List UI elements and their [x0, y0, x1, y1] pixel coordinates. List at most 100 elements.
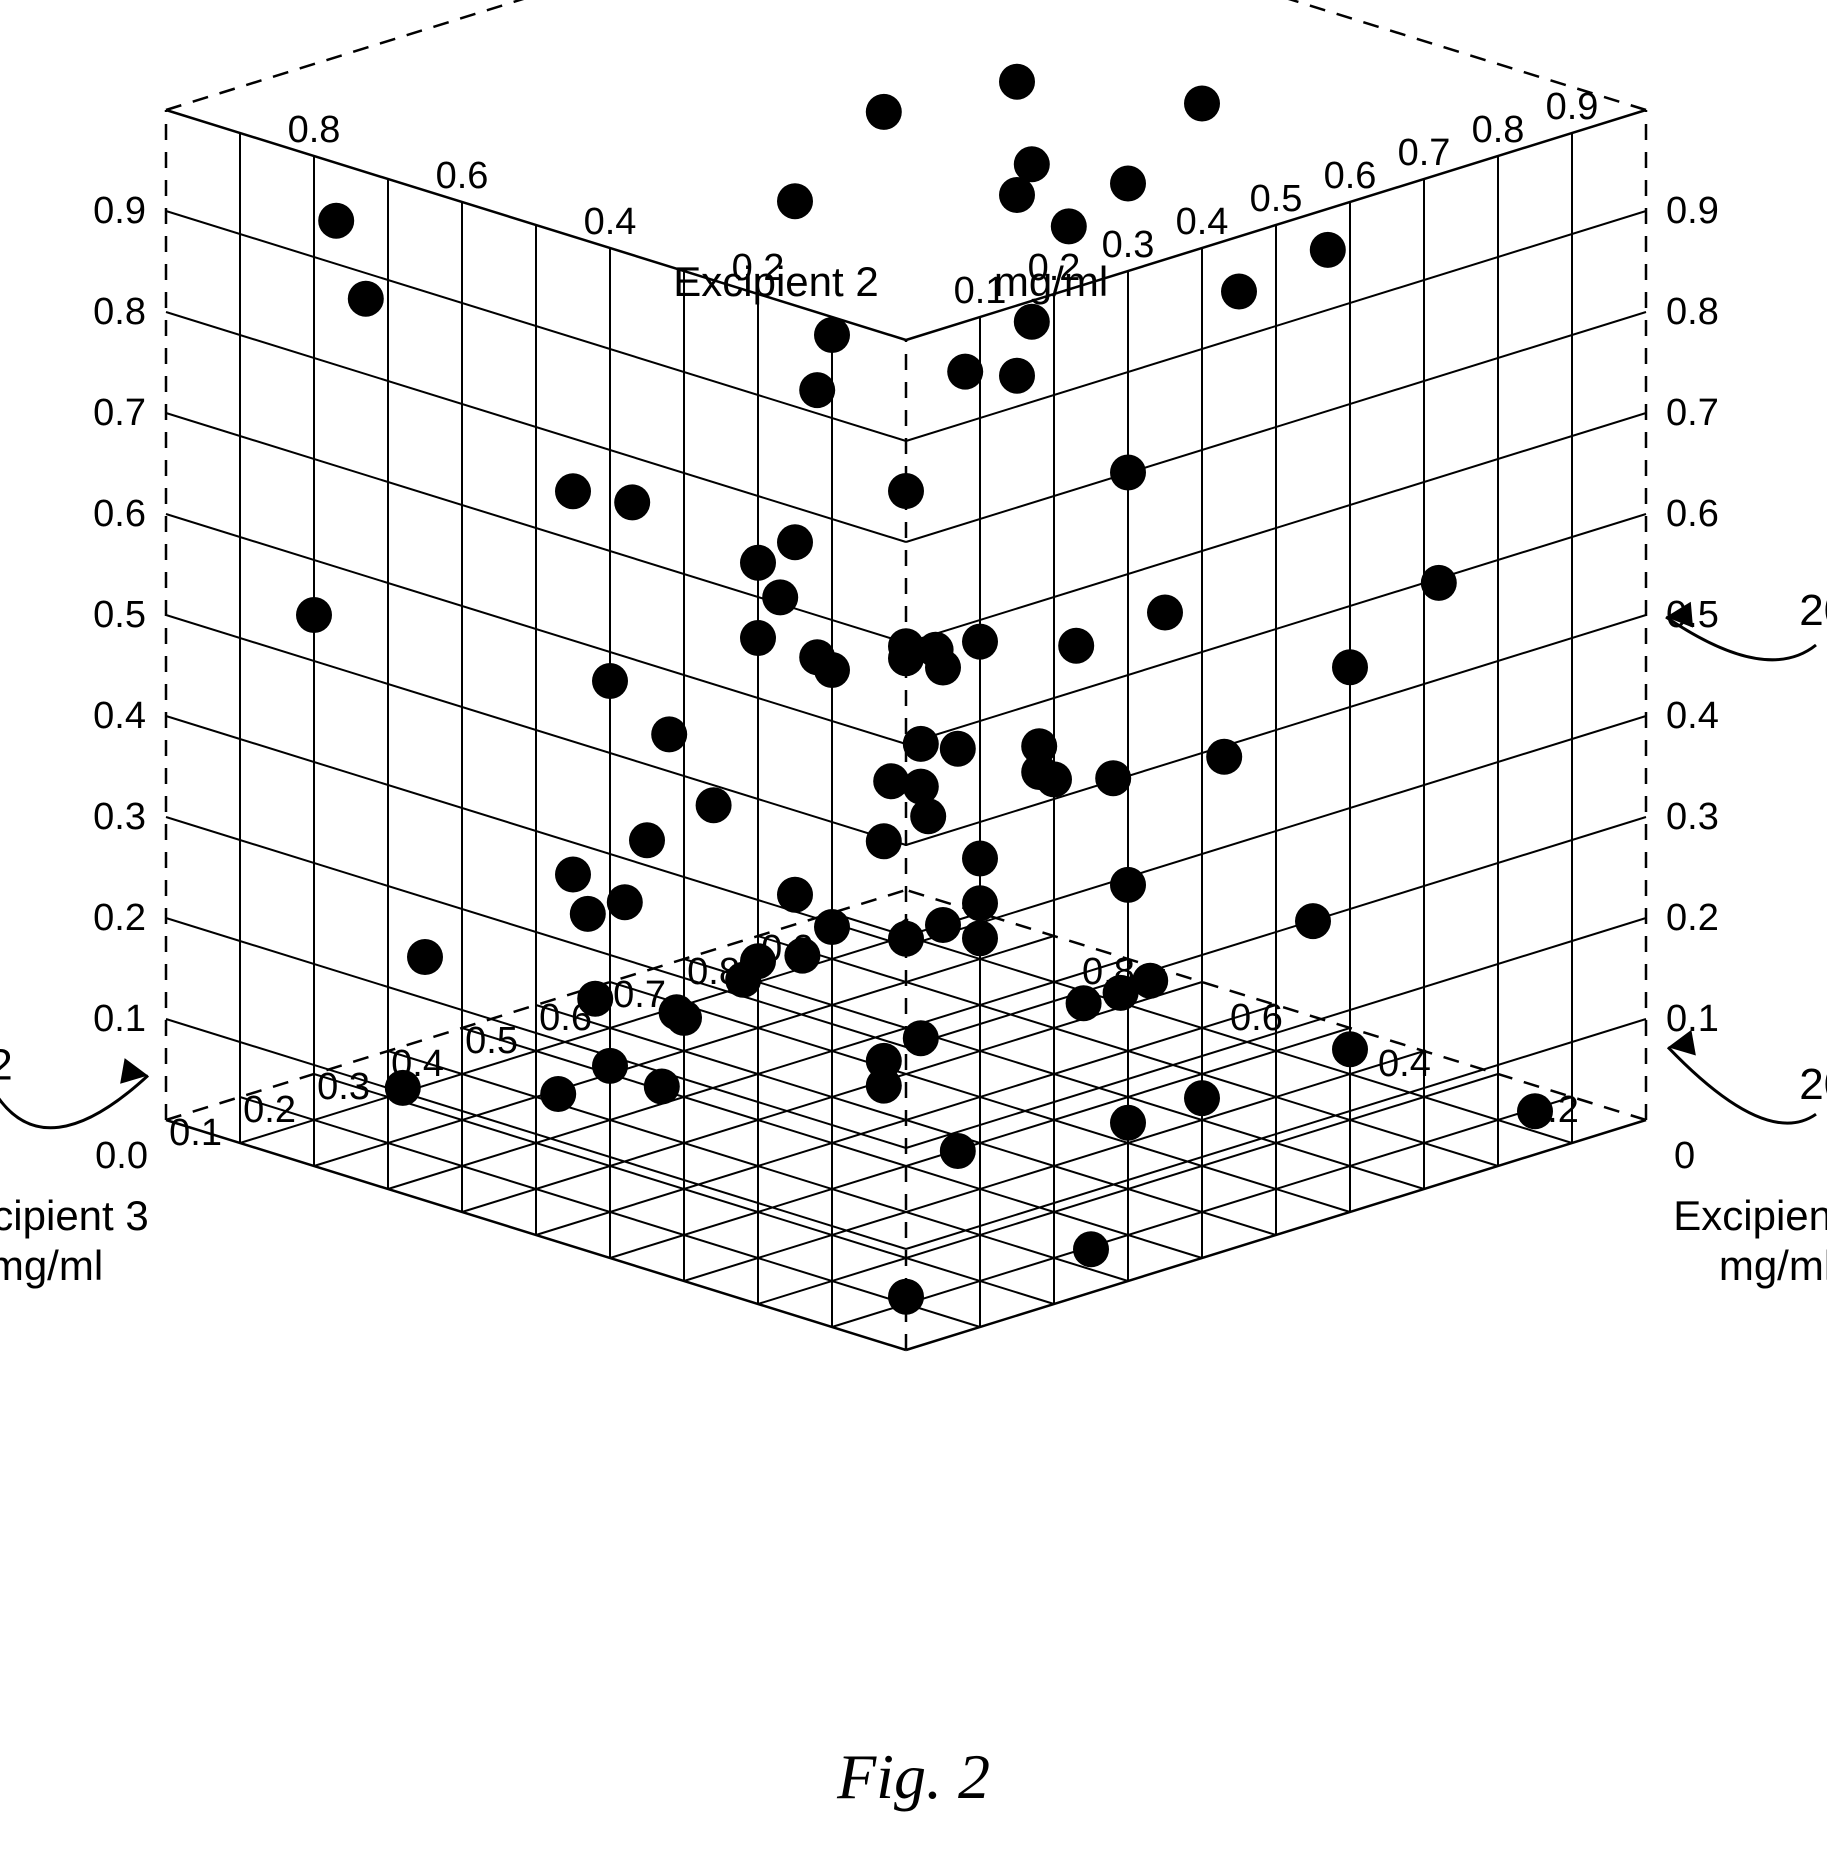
data-point [910, 798, 946, 834]
svg-text:0.5: 0.5 [93, 594, 146, 636]
svg-text:0.3: 0.3 [317, 1066, 370, 1108]
data-point [866, 1068, 902, 1104]
data-point [999, 64, 1035, 100]
data-point [1206, 739, 1242, 775]
data-point [962, 841, 998, 877]
svg-text:0.7: 0.7 [93, 392, 146, 434]
svg-text:0.8: 0.8 [1666, 291, 1719, 333]
data-point [1310, 232, 1346, 268]
data-point [814, 317, 850, 353]
data-point [814, 652, 850, 688]
data-point [1110, 455, 1146, 491]
data-point [1110, 166, 1146, 202]
data-point [740, 943, 776, 979]
data-point [592, 663, 628, 699]
data-point [592, 1048, 628, 1084]
data-point [1184, 86, 1220, 122]
svg-text:0.6: 0.6 [1666, 493, 1719, 535]
data-point [925, 907, 961, 943]
data-point [1421, 565, 1457, 601]
svg-text:0.1: 0.1 [169, 1112, 222, 1154]
data-point [999, 358, 1035, 394]
svg-text:203: 203 [1799, 1060, 1827, 1109]
data-point [1014, 304, 1050, 340]
data-point [777, 877, 813, 913]
data-point [1110, 1105, 1146, 1141]
svg-text:mg/ml: mg/ml [994, 258, 1108, 305]
svg-text:0.7: 0.7 [613, 974, 666, 1016]
data-point [644, 1069, 680, 1105]
data-point [888, 1279, 924, 1315]
data-point [1295, 903, 1331, 939]
figure-container: 0.10.20.30.40.50.60.70.80.90.10.20.30.40… [0, 0, 1827, 1873]
data-point [296, 597, 332, 633]
svg-text:202: 202 [0, 1041, 13, 1090]
data-point [1221, 274, 1257, 310]
data-point [903, 726, 939, 762]
svg-text:0.4: 0.4 [1176, 201, 1229, 243]
svg-text:0.4: 0.4 [1378, 1043, 1431, 1085]
svg-text:0.4: 0.4 [1666, 695, 1719, 737]
data-point [1058, 628, 1094, 664]
svg-text:0.4: 0.4 [93, 695, 146, 737]
svg-text:0.6: 0.6 [436, 155, 489, 197]
svg-text:0.1: 0.1 [93, 998, 146, 1040]
data-point [1095, 760, 1131, 796]
svg-text:0.2: 0.2 [243, 1089, 296, 1131]
svg-text:0.2: 0.2 [93, 897, 146, 939]
data-point [925, 650, 961, 686]
data-point [407, 939, 443, 975]
data-point [1147, 595, 1183, 631]
data-point [888, 473, 924, 509]
svg-text:0: 0 [1674, 1135, 1695, 1177]
data-point [762, 579, 798, 615]
data-point [570, 896, 606, 932]
svg-text:0.9: 0.9 [93, 190, 146, 232]
data-point [614, 484, 650, 520]
data-point [940, 1133, 976, 1169]
data-point [940, 731, 976, 767]
data-point [1073, 1231, 1109, 1267]
data-point [1051, 208, 1087, 244]
data-point [348, 281, 384, 317]
svg-text:Excipient 1: Excipient 1 [1673, 1192, 1827, 1239]
data-point [799, 372, 835, 408]
svg-text:0.4: 0.4 [584, 201, 637, 243]
data-point [947, 354, 983, 390]
svg-text:0.6: 0.6 [1230, 997, 1283, 1039]
data-point [555, 857, 591, 893]
data-point [777, 183, 813, 219]
data-point [962, 624, 998, 660]
data-point [696, 787, 732, 823]
svg-text:0.5: 0.5 [465, 1020, 518, 1062]
svg-text:0.2: 0.2 [1666, 897, 1719, 939]
data-point [607, 884, 643, 920]
data-point [814, 909, 850, 945]
svg-text:Excipient 3: Excipient 3 [0, 1192, 149, 1239]
data-point [866, 823, 902, 859]
figure-caption: Fig. 2 [0, 1740, 1827, 1814]
svg-text:0.1: 0.1 [1666, 998, 1719, 1040]
svg-text:0.8: 0.8 [288, 109, 341, 151]
svg-text:204: 204 [1799, 586, 1827, 635]
data-point [866, 94, 902, 130]
data-point [577, 981, 613, 1017]
data-point [888, 921, 924, 957]
data-point [385, 1070, 421, 1106]
data-point [318, 203, 354, 239]
data-point [999, 177, 1035, 213]
data-point [777, 524, 813, 560]
svg-text:0.7: 0.7 [1398, 132, 1451, 174]
svg-text:0.9: 0.9 [1546, 86, 1599, 128]
data-point [1332, 649, 1368, 685]
data-point [962, 885, 998, 921]
data-point [1066, 985, 1102, 1021]
svg-text:0.6: 0.6 [1324, 155, 1377, 197]
svg-text:0.5: 0.5 [1250, 178, 1303, 220]
data-point [1332, 1031, 1368, 1067]
data-point [540, 1076, 576, 1112]
data-point [1110, 867, 1146, 903]
data-point [740, 620, 776, 656]
data-point [1184, 1080, 1220, 1116]
svg-text:0.8: 0.8 [1472, 109, 1525, 151]
